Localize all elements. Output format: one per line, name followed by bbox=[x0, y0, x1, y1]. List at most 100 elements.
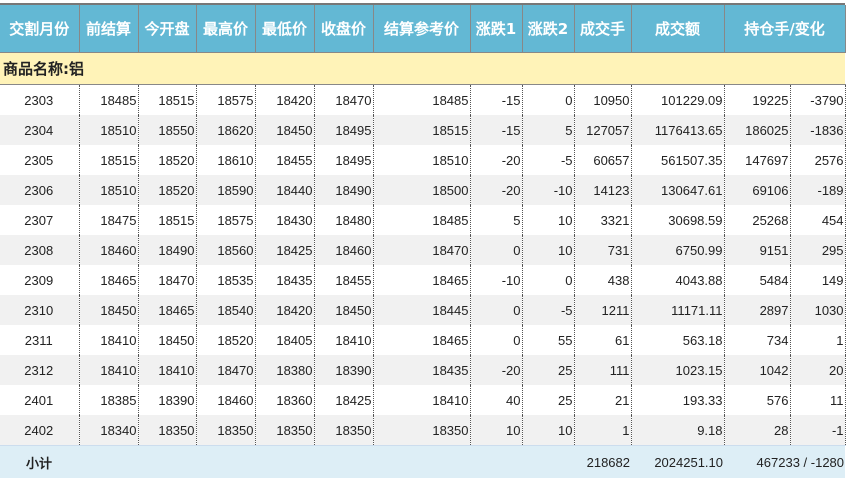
column-header[interactable]: 持仓手/变化 bbox=[724, 5, 846, 53]
table-cell: 5 bbox=[522, 115, 575, 145]
table-cell: -189 bbox=[790, 175, 846, 205]
table-cell: 55 bbox=[522, 325, 575, 355]
table-cell: 69106 bbox=[724, 175, 791, 205]
table-cell: 576 bbox=[724, 385, 791, 415]
table-cell: 18485 bbox=[79, 84, 139, 115]
table-cell: 18510 bbox=[79, 115, 139, 145]
table-cell: 18455 bbox=[255, 145, 315, 175]
table-cell: 147697 bbox=[724, 145, 791, 175]
table-cell: 4043.88 bbox=[631, 265, 725, 295]
column-header[interactable]: 前结算 bbox=[79, 5, 139, 53]
column-header[interactable]: 成交手 bbox=[574, 5, 632, 53]
column-header[interactable]: 最高价 bbox=[196, 5, 256, 53]
table-cell: 2303 bbox=[0, 84, 80, 115]
table-cell: 18510 bbox=[373, 145, 471, 175]
table-cell: 2308 bbox=[0, 235, 80, 265]
table-cell: 18410 bbox=[138, 355, 197, 385]
table-cell: 1023.15 bbox=[631, 355, 725, 385]
table-cell: 18465 bbox=[79, 265, 139, 295]
table-row[interactable]: 2304 18510 18550 18620 18450 18495 18515 -15 5 12… bbox=[0, 115, 846, 145]
subtotal-turnover: 2024251.10 bbox=[631, 445, 724, 478]
subtotal-label: 小计 bbox=[0, 445, 79, 478]
table-cell: 18470 bbox=[138, 265, 197, 295]
category-label: 商品名称:铝 bbox=[0, 52, 846, 85]
table-cell: 18470 bbox=[373, 235, 471, 265]
table-cell: 18590 bbox=[196, 175, 256, 205]
table-cell: 438 bbox=[574, 265, 632, 295]
table-cell: 2309 bbox=[0, 265, 80, 295]
table-row[interactable]: 2311 18410 18450 18520 18405 18410 18465 0 55 61 5… bbox=[0, 325, 846, 355]
column-header[interactable]: 交割月份 bbox=[0, 5, 80, 53]
column-header[interactable]: 涨跌1 bbox=[470, 5, 523, 53]
table-cell: 295 bbox=[790, 235, 846, 265]
table-cell: 18470 bbox=[196, 355, 256, 385]
table-cell: 127057 bbox=[574, 115, 632, 145]
table-cell: 2310 bbox=[0, 295, 80, 325]
table-cell: 21 bbox=[574, 385, 632, 415]
futures-quote-table: 交割月份 前结算 今开盘 最高价 最低价 收盘价 结算参考价 涨跌1 涨跌2 成交手 成交额 持仓手/… bbox=[0, 5, 846, 478]
table-cell: -15 bbox=[470, 115, 523, 145]
header-row: 交割月份 前结算 今开盘 最高价 最低价 收盘价 结算参考价 涨跌1 涨跌2 成交手 成交额 持仓手/… bbox=[0, 5, 846, 53]
table-cell: 18540 bbox=[196, 295, 256, 325]
table-cell: 25 bbox=[522, 355, 575, 385]
table-cell: 2311 bbox=[0, 325, 80, 355]
table-row[interactable]: 2308 18460 18490 18560 18425 18460 18470 0 10 731… bbox=[0, 235, 846, 265]
table-cell: 18515 bbox=[138, 205, 197, 235]
table-cell: 18455 bbox=[314, 265, 374, 295]
table-row[interactable]: 2312 18410 18410 18470 18380 18390 18435 -20 25 1… bbox=[0, 355, 846, 385]
column-header[interactable]: 涨跌2 bbox=[522, 5, 575, 53]
table-cell: 18495 bbox=[314, 145, 374, 175]
column-header[interactable]: 今开盘 bbox=[138, 5, 197, 53]
table-row[interactable]: 2303 18485 18515 18575 18420 18470 18485 -15 0 10… bbox=[0, 84, 846, 115]
table-cell: 18440 bbox=[255, 175, 315, 205]
table-cell: 6750.99 bbox=[631, 235, 725, 265]
column-header[interactable]: 成交额 bbox=[631, 5, 725, 53]
table-cell: -1836 bbox=[790, 115, 846, 145]
table-cell: -15 bbox=[470, 84, 523, 115]
table-cell: 10 bbox=[522, 415, 575, 446]
table-cell: 18610 bbox=[196, 145, 256, 175]
table-row[interactable]: 2305 18515 18520 18610 18455 18495 18510 -20 -5 6… bbox=[0, 145, 846, 175]
table-cell: -20 bbox=[470, 175, 523, 205]
table-cell: 0 bbox=[470, 235, 523, 265]
table-cell: 563.18 bbox=[631, 325, 725, 355]
table-cell: 111 bbox=[574, 355, 632, 385]
table-cell: 18465 bbox=[138, 295, 197, 325]
table-cell: 0 bbox=[522, 84, 575, 115]
table-cell: 18410 bbox=[314, 325, 374, 355]
table-cell: -10 bbox=[522, 175, 575, 205]
table-cell: 14123 bbox=[574, 175, 632, 205]
table-cell: 18450 bbox=[255, 115, 315, 145]
table-cell: 18350 bbox=[373, 415, 471, 446]
table-cell: 2401 bbox=[0, 385, 80, 415]
table-cell: 10 bbox=[470, 415, 523, 446]
table-cell: 18480 bbox=[314, 205, 374, 235]
column-header[interactable]: 收盘价 bbox=[314, 5, 374, 53]
table-cell: 186025 bbox=[724, 115, 791, 145]
table-row[interactable]: 2309 18465 18470 18535 18435 18455 18465 -10 0 43… bbox=[0, 265, 846, 295]
table-cell: 18390 bbox=[138, 385, 197, 415]
table-cell: 149 bbox=[790, 265, 846, 295]
column-header[interactable]: 最低价 bbox=[255, 5, 315, 53]
table-cell: 18515 bbox=[79, 145, 139, 175]
table-cell: 1 bbox=[574, 415, 632, 446]
table-cell: -3790 bbox=[790, 84, 846, 115]
table-row[interactable]: 2310 18450 18465 18540 18420 18450 18445 0 -5 121… bbox=[0, 295, 846, 325]
table-cell: 18475 bbox=[79, 205, 139, 235]
table-cell: 2897 bbox=[724, 295, 791, 325]
table-cell: 18490 bbox=[314, 175, 374, 205]
column-header[interactable]: 结算参考价 bbox=[373, 5, 471, 53]
table-cell: 101229.09 bbox=[631, 84, 725, 115]
table-row[interactable]: 2307 18475 18515 18575 18430 18480 18485 5 10 332… bbox=[0, 205, 846, 235]
table-cell: 18465 bbox=[373, 325, 471, 355]
table-cell: 18360 bbox=[255, 385, 315, 415]
table-row[interactable]: 2401 18385 18390 18460 18360 18425 18410 40 25 21… bbox=[0, 385, 846, 415]
table-row[interactable]: 2402 18340 18350 18350 18350 18350 18350 10 10 1 9… bbox=[0, 415, 846, 446]
table-cell: 9151 bbox=[724, 235, 791, 265]
table-cell: 5484 bbox=[724, 265, 791, 295]
subtotal-row: 小计 218682 2024251.10 467233 / -1280 bbox=[0, 445, 846, 478]
table-row[interactable]: 2306 18510 18520 18590 18440 18490 18500 -20 -10… bbox=[0, 175, 846, 205]
subtotal-volume: 218682 bbox=[574, 445, 631, 478]
table-cell: 60657 bbox=[574, 145, 632, 175]
table-cell: 454 bbox=[790, 205, 846, 235]
